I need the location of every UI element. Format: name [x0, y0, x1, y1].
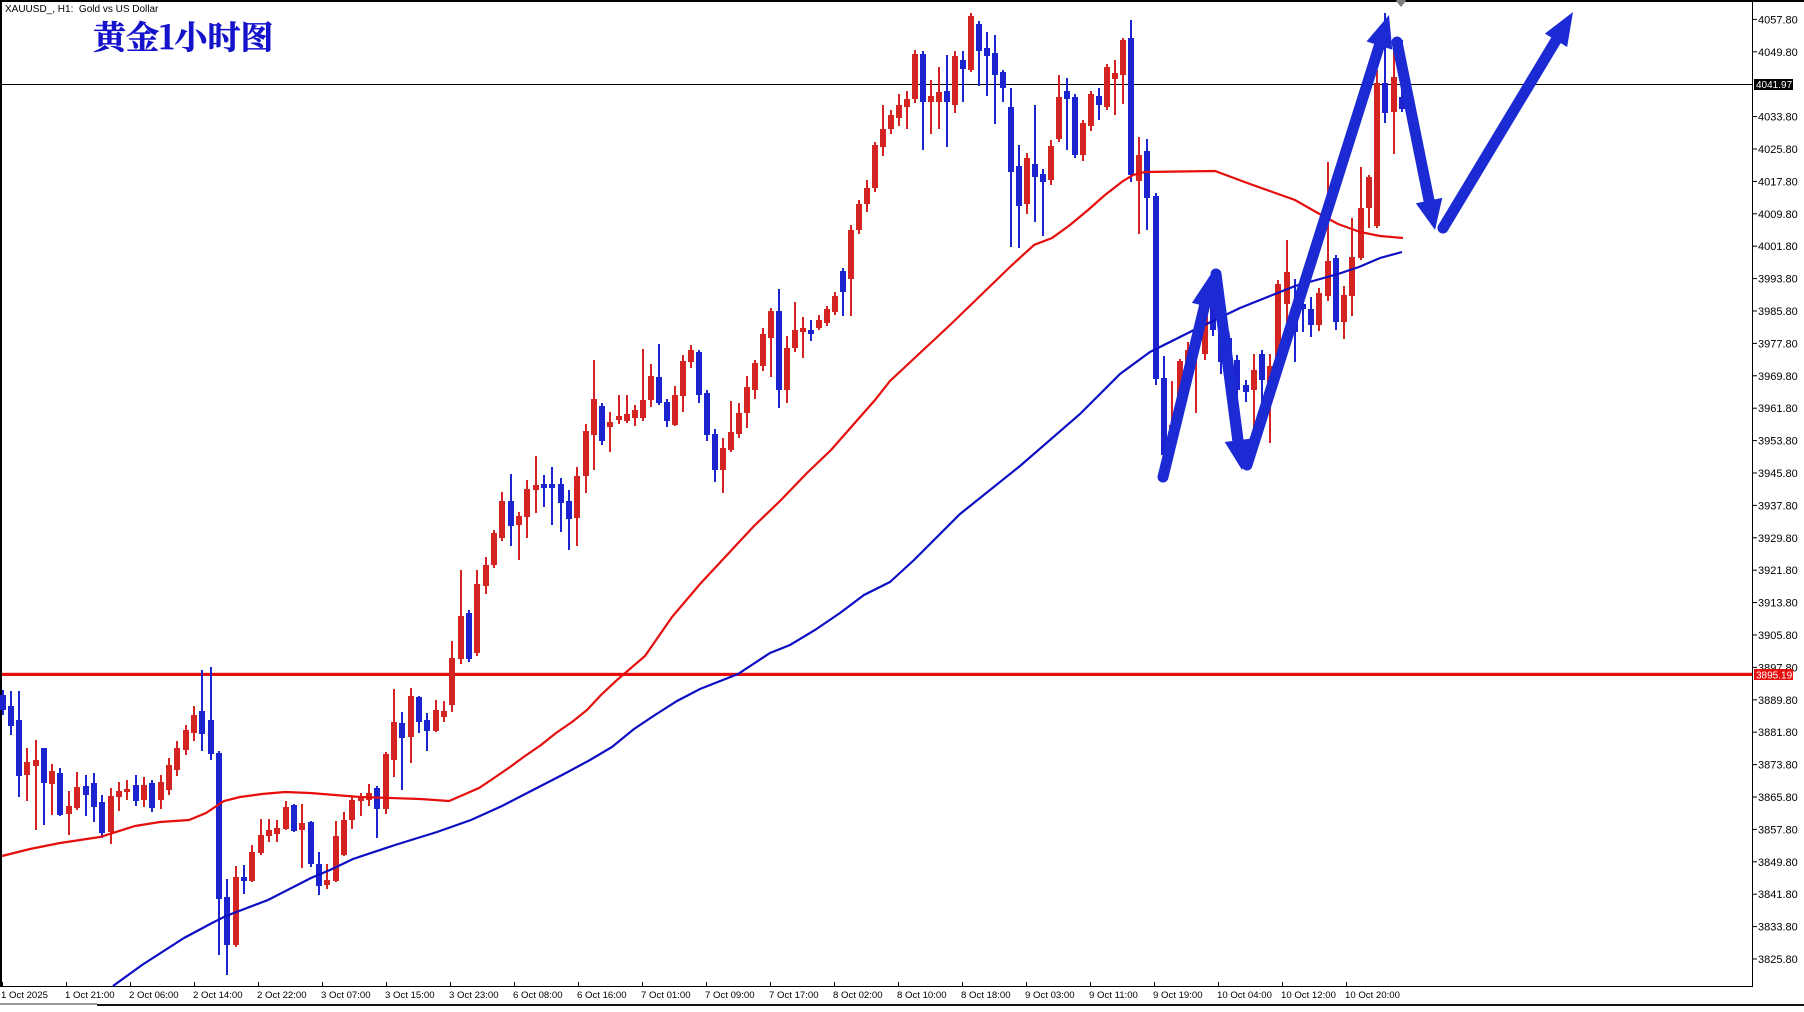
svg-text:7 Oct 09:00: 7 Oct 09:00: [705, 990, 755, 1001]
svg-text:3945.80: 3945.80: [1758, 468, 1798, 480]
svg-text:3833.80: 3833.80: [1758, 922, 1798, 934]
svg-text:3929.80: 3929.80: [1758, 533, 1798, 545]
svg-text:3865.80: 3865.80: [1758, 792, 1798, 804]
svg-text:3881.80: 3881.80: [1758, 727, 1798, 739]
svg-text:7 Oct 17:00: 7 Oct 17:00: [769, 990, 819, 1001]
svg-text:10 Oct 04:00: 10 Oct 04:00: [1217, 990, 1272, 1001]
svg-text:4033.80: 4033.80: [1758, 112, 1798, 124]
svg-text:3905.80: 3905.80: [1758, 630, 1798, 642]
svg-text:8 Oct 18:00: 8 Oct 18:00: [961, 990, 1011, 1001]
svg-text:2 Oct 14:00: 2 Oct 14:00: [193, 990, 243, 1001]
svg-text:4041.97: 4041.97: [1756, 80, 1793, 91]
svg-text:3 Oct 15:00: 3 Oct 15:00: [385, 990, 435, 1001]
svg-text:3961.80: 3961.80: [1758, 403, 1798, 415]
svg-text:4057.80: 4057.80: [1758, 14, 1798, 26]
svg-text:4025.80: 4025.80: [1758, 144, 1798, 156]
svg-text:3921.80: 3921.80: [1758, 565, 1798, 577]
svg-text:9 Oct 19:00: 9 Oct 19:00: [1153, 990, 1203, 1001]
svg-text:8 Oct 02:00: 8 Oct 02:00: [833, 990, 883, 1001]
svg-text:6 Oct 08:00: 6 Oct 08:00: [513, 990, 563, 1001]
svg-text:3841.80: 3841.80: [1758, 889, 1798, 901]
svg-text:4001.80: 4001.80: [1758, 241, 1798, 253]
svg-text:1 Oct 2025: 1 Oct 2025: [1, 990, 48, 1001]
svg-text:6 Oct 16:00: 6 Oct 16:00: [577, 990, 627, 1001]
svg-text:1 Oct 21:00: 1 Oct 21:00: [65, 990, 115, 1001]
svg-text:4017.80: 4017.80: [1758, 176, 1798, 188]
svg-text:4049.80: 4049.80: [1758, 47, 1798, 59]
svg-text:3 Oct 07:00: 3 Oct 07:00: [321, 990, 371, 1001]
svg-text:3913.80: 3913.80: [1758, 598, 1798, 610]
svg-text:3873.80: 3873.80: [1758, 760, 1798, 772]
svg-text:10 Oct 12:00: 10 Oct 12:00: [1281, 990, 1336, 1001]
svg-text:3993.80: 3993.80: [1758, 274, 1798, 286]
svg-text:2 Oct 06:00: 2 Oct 06:00: [129, 990, 179, 1001]
svg-text:3977.80: 3977.80: [1758, 338, 1798, 350]
svg-text:3969.80: 3969.80: [1758, 371, 1798, 383]
svg-text:3857.80: 3857.80: [1758, 824, 1798, 836]
svg-text:2 Oct 22:00: 2 Oct 22:00: [257, 990, 307, 1001]
svg-text:8 Oct 10:00: 8 Oct 10:00: [897, 990, 947, 1001]
svg-text:3895.19: 3895.19: [1756, 671, 1793, 682]
svg-text:XAUUSD_, H1: Gold vs US Dolla: XAUUSD_, H1: Gold vs US Dollar: [5, 4, 159, 15]
svg-text:3985.80: 3985.80: [1758, 306, 1798, 318]
svg-text:4009.80: 4009.80: [1758, 209, 1798, 221]
svg-text:10 Oct 20:00: 10 Oct 20:00: [1345, 990, 1400, 1001]
svg-text:3849.80: 3849.80: [1758, 857, 1798, 869]
svg-text:9 Oct 03:00: 9 Oct 03:00: [1025, 990, 1075, 1001]
svg-text:3953.80: 3953.80: [1758, 436, 1798, 448]
svg-text:3 Oct 23:00: 3 Oct 23:00: [449, 990, 499, 1001]
svg-text:3937.80: 3937.80: [1758, 500, 1798, 512]
svg-text:3889.80: 3889.80: [1758, 695, 1798, 707]
svg-text:7 Oct 01:00: 7 Oct 01:00: [641, 990, 691, 1001]
svg-text:3825.80: 3825.80: [1758, 954, 1798, 966]
svg-text:9 Oct 11:00: 9 Oct 11:00: [1089, 990, 1138, 1001]
